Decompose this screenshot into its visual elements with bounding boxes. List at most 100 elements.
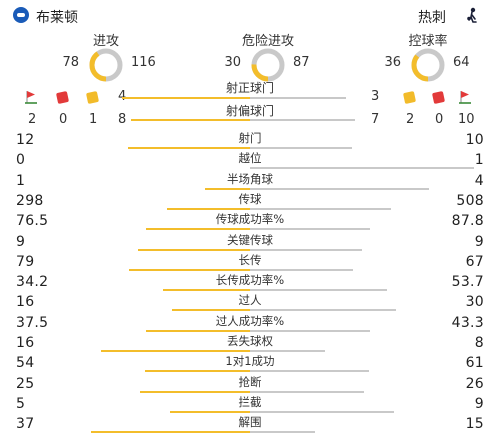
home-red-card-icon — [55, 90, 70, 105]
stat-home-value: 5 — [16, 396, 26, 412]
stat-away-value: 9 — [474, 396, 484, 412]
stat-away-value: 9 — [474, 234, 484, 250]
shots-off-target-label: 射偏球门 — [225, 104, 274, 118]
stat-row: 1 半场角球 4 — [0, 171, 500, 190]
ring-home-value: 36 — [384, 55, 401, 70]
stat-row: 37 解围 15 — [0, 414, 500, 433]
away-yellow-count: 2 — [406, 112, 415, 127]
stat-away-bar — [250, 249, 362, 251]
tottenham-logo-icon — [467, 7, 477, 23]
home-shots-on-target-bar — [122, 97, 250, 99]
away-shots-on-target: 3 — [371, 89, 380, 104]
away-corners-count: 10 — [458, 112, 475, 127]
stat-away-value: 30 — [465, 294, 484, 310]
ring-stat: 控球率 36 64 — [353, 30, 500, 82]
stat-label: 传球 — [238, 192, 262, 206]
ring-title: 进攻 — [92, 34, 119, 49]
stat-away-bar — [250, 411, 394, 413]
stat-home-value: 0 — [16, 152, 26, 168]
stat-row: 34.2 长传成功率% 53.7 — [0, 272, 500, 291]
stat-away-value: 53.7 — [451, 274, 484, 290]
ring-away-value: 116 — [131, 55, 156, 70]
away-red-card-icon — [431, 90, 446, 105]
ring-chart — [89, 48, 123, 82]
home-yellow-card-icon — [85, 90, 100, 105]
stat-away-value: 87.8 — [451, 213, 484, 229]
home-shots-off-target: 8 — [118, 112, 127, 127]
stat-home-value: 25 — [16, 376, 35, 392]
stat-row: 54 1对1成功 61 — [0, 353, 500, 372]
stat-row: 37.5 过人成功率% 43.3 — [0, 313, 500, 332]
stat-home-value: 37.5 — [16, 315, 49, 331]
stat-label: 拦截 — [238, 395, 262, 409]
stat-away-bar — [250, 350, 325, 352]
ring-stat: 危险进攻 30 87 — [193, 30, 343, 82]
stat-away-bar — [250, 228, 370, 230]
stat-label: 长传 — [238, 253, 262, 267]
stat-home-value: 16 — [16, 294, 35, 310]
stat-home-value: 16 — [16, 335, 35, 351]
stat-row: 79 长传 67 — [0, 252, 500, 271]
stat-away-bar — [250, 167, 474, 169]
home-yellow-count: 1 — [89, 112, 98, 127]
stat-home-value: 1 — [16, 173, 26, 189]
stat-away-value: 8 — [474, 335, 484, 351]
match-header: 布莱顿 热刺 — [0, 0, 500, 30]
ring-home-value: 30 — [224, 55, 241, 70]
stat-row: 16 过人 30 — [0, 292, 500, 311]
home-shots-off-target-bar — [131, 119, 250, 121]
stat-home-bar — [167, 208, 250, 210]
home-corners-count: 2 — [28, 112, 37, 127]
shots-on-target-label: 射正球门 — [225, 81, 274, 95]
stat-away-bar — [250, 370, 369, 372]
stat-away-value: 10 — [465, 132, 484, 148]
stat-label: 传球成功率% — [215, 212, 285, 226]
stat-home-bar — [140, 391, 250, 393]
stat-home-bar — [170, 411, 250, 413]
stat-home-value: 298 — [16, 193, 44, 209]
stat-home-value: 76.5 — [16, 213, 49, 229]
stat-label: 长传成功率% — [215, 273, 285, 287]
stat-home-value: 79 — [16, 254, 35, 270]
away-shots-on-target-bar — [250, 97, 346, 99]
away-team-name: 热刺 — [418, 10, 446, 26]
stat-row: 12 射门 10 — [0, 130, 500, 149]
stat-away-bar — [250, 147, 352, 149]
stat-row: 5 拦截 9 — [0, 394, 500, 413]
ring-home-value: 78 — [62, 55, 79, 70]
stat-label: 抢断 — [238, 375, 262, 389]
stat-away-value: 4 — [474, 173, 484, 189]
stat-label: 半场角球 — [227, 172, 273, 186]
stat-row: 0 越位 1 — [0, 150, 500, 169]
ring-home-arc — [251, 48, 285, 82]
stat-label: 关键传球 — [227, 233, 273, 247]
stat-label: 射门 — [238, 131, 262, 145]
stat-home-bar — [91, 431, 250, 433]
stat-label: 丢失球权 — [227, 334, 273, 348]
stat-label: 越位 — [238, 151, 262, 165]
stat-home-bar — [129, 269, 250, 271]
stat-row: 298 传球 508 — [0, 191, 500, 210]
home-team-name: 布莱顿 — [36, 10, 78, 26]
stat-home-bar — [128, 147, 250, 149]
stat-home-bar — [145, 370, 250, 372]
stat-away-bar — [250, 208, 391, 210]
stat-home-value: 9 — [16, 234, 26, 250]
brighton-logo-icon — [13, 7, 29, 23]
stat-label: 过人 — [238, 293, 262, 307]
stat-row: 76.5 传球成功率% 87.8 — [0, 211, 500, 230]
ring-chart — [411, 48, 445, 82]
home-red-count: 0 — [59, 112, 68, 127]
ring-stat: 进攻 78 116 — [31, 30, 181, 82]
stat-away-value: 26 — [465, 376, 484, 392]
stat-away-bar — [250, 188, 429, 190]
stat-away-bar — [250, 289, 387, 291]
stat-away-bar — [250, 391, 364, 393]
home-corner-flag-icon — [25, 91, 37, 104]
stat-row: 9 关键传球 9 — [0, 232, 500, 251]
away-yellow-card-icon — [402, 90, 417, 105]
stat-away-bar — [250, 269, 353, 271]
away-red-count: 0 — [435, 112, 444, 127]
stat-home-value: 54 — [16, 355, 35, 371]
stat-away-value: 67 — [465, 254, 484, 270]
